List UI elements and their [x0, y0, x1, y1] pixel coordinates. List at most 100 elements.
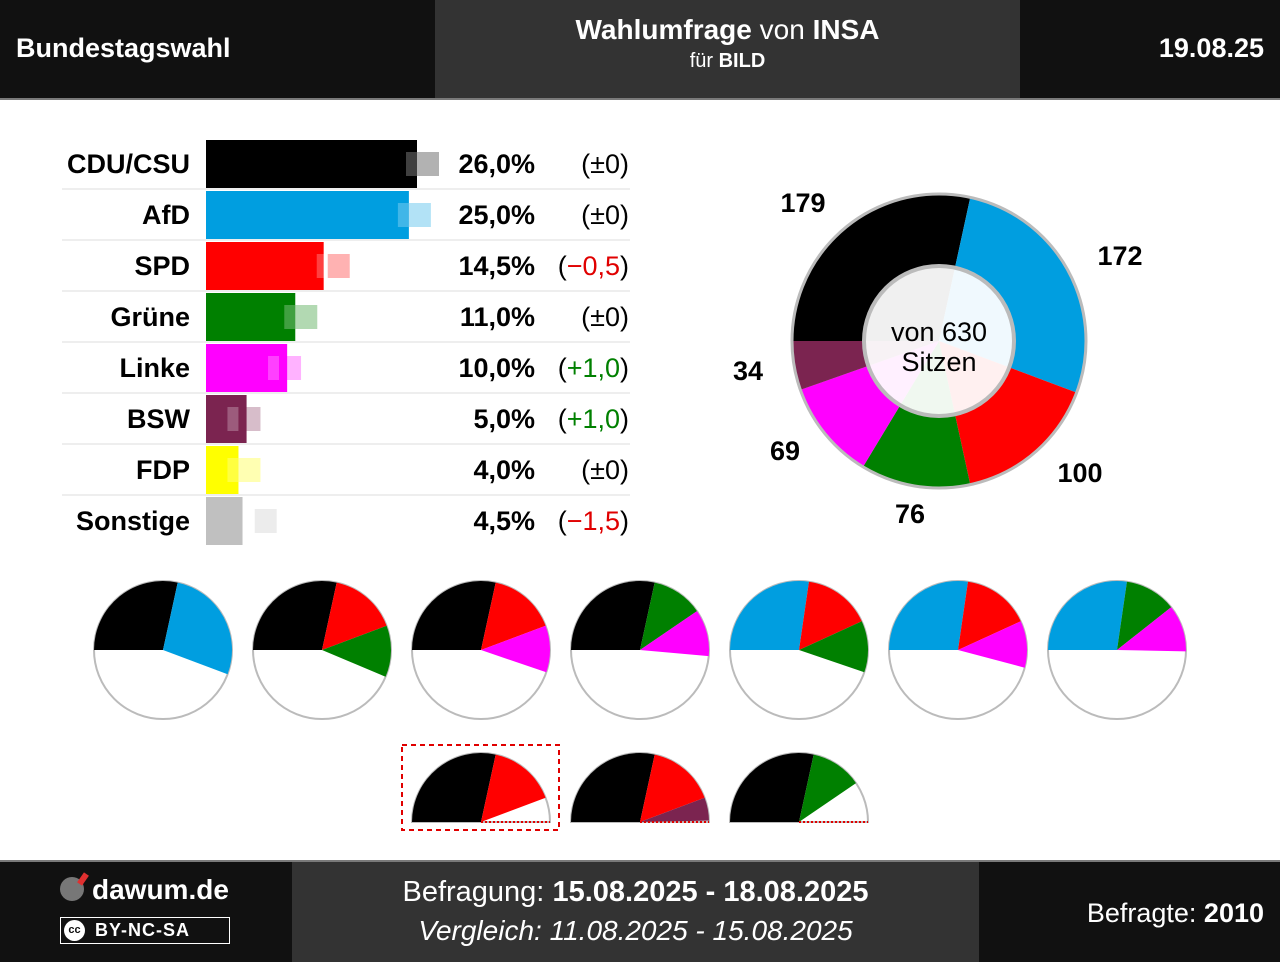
party-label: Grüne	[110, 302, 190, 332]
party-change: (±0)	[581, 302, 629, 332]
poll-title-word: Wahlumfrage	[575, 14, 752, 45]
coalition-slice	[730, 581, 809, 650]
coalition-slice	[799, 754, 857, 822]
coalition-slice	[640, 582, 698, 650]
previous-value-marker-inner	[284, 305, 296, 329]
coalition-slice	[889, 581, 968, 650]
previous-value-marker	[238, 458, 261, 482]
coalition-slice	[412, 581, 496, 650]
coalition-slice	[799, 621, 868, 673]
coalition-slice	[730, 753, 814, 822]
party-percent: 4,5%	[473, 506, 535, 536]
previous-value-marker-inner	[243, 509, 255, 533]
party-change: (±0)	[581, 149, 629, 179]
coalition-slice	[322, 625, 392, 677]
coalition-slice	[481, 582, 546, 650]
coalition-slice	[640, 797, 709, 822]
coalition-slice	[571, 753, 655, 822]
party-bar	[206, 395, 247, 443]
previous-value-marker	[279, 356, 302, 380]
previous-value-marker	[254, 509, 277, 533]
compare-period-line: Vergleich: 11.08.2025 - 15.08.2025	[292, 915, 979, 947]
survey-period-line: Befragung: 15.08.2025 - 18.08.2025	[292, 876, 979, 909]
seat-count-label: 76	[895, 499, 925, 529]
poll-client: für BILD	[435, 50, 1020, 73]
previous-value-marker	[238, 407, 261, 431]
coalition-highlight-box	[401, 744, 560, 831]
respondents-count: 2010	[1203, 898, 1264, 928]
coalition-slice	[1048, 581, 1127, 650]
party-label: CDU/CSU	[67, 149, 190, 179]
poll-title-panel: Wahlumfrage von INSA für BILD	[435, 0, 1020, 98]
previous-value-marker-inner	[227, 407, 239, 431]
previous-value-marker-inner	[406, 152, 417, 176]
institute-name: INSA	[812, 14, 880, 45]
party-percent: 4,0%	[473, 455, 535, 485]
party-bar	[206, 140, 417, 188]
party-change: (±0)	[581, 455, 629, 485]
survey-info-panel: Befragung: 15.08.2025 - 18.08.2025 Vergl…	[292, 862, 979, 962]
brand: dawum.de	[60, 874, 229, 906]
party-percent: 25,0%	[458, 200, 535, 230]
seat-count-label: 34	[733, 356, 763, 386]
previous-value-marker	[417, 152, 439, 176]
creative-commons-icon: cc	[64, 920, 85, 941]
poll-title: Wahlumfrage von INSA	[435, 14, 1020, 46]
coalition-slice	[1117, 607, 1186, 652]
coalition-slice	[958, 581, 1021, 650]
coalition-slice	[958, 621, 1027, 668]
survey-label: Befragung:	[402, 876, 545, 908]
previous-value-marker-inner	[227, 458, 239, 482]
party-change: (±0)	[581, 200, 629, 230]
coalition-slice	[1117, 581, 1172, 650]
compare-period: 11.08.2025 - 15.08.2025	[549, 915, 853, 946]
footer-bar: dawum.de cc BY-NC-SA Befragung: 15.08.20…	[0, 860, 1280, 962]
previous-value-marker	[295, 305, 318, 329]
coalition-slice	[163, 582, 232, 675]
coalition-slice	[571, 581, 655, 650]
party-label: Sonstige	[76, 506, 190, 536]
seat-donut-center	[862, 264, 1016, 418]
party-change: (+1,0)	[558, 404, 629, 434]
party-bar	[206, 446, 239, 494]
seat-donut-outline	[790, 192, 1088, 490]
seat-count-label: 69	[770, 436, 800, 466]
party-percent: 26,0%	[458, 149, 535, 179]
chart-area: CDU/CSU 26,0% (±0) AfD 25,0% (±0) SPD 14,5% (−0,…	[62, 140, 1187, 831]
respondents: Befragte: 2010	[1087, 898, 1264, 929]
coalition-slice	[640, 611, 709, 657]
party-percent: 10,0%	[458, 353, 535, 383]
party-label: BSW	[127, 404, 191, 434]
previous-value-marker-inner	[268, 356, 280, 380]
coalition-slice	[799, 581, 862, 650]
party-change: (−0,5)	[558, 251, 629, 281]
coalition-slice	[412, 753, 496, 822]
party-bar	[206, 344, 288, 392]
party-percent: 11,0%	[460, 302, 535, 332]
brand-name: dawum.de	[92, 874, 229, 905]
party-percent: 14,5%	[458, 251, 535, 281]
party-percent: 5,0%	[473, 404, 535, 434]
party-bar	[206, 242, 324, 290]
license-badge: cc BY-NC-SA	[60, 917, 230, 944]
party-change: (−1,5)	[558, 506, 629, 536]
previous-value-marker-inner	[397, 203, 409, 227]
party-label: FDP	[136, 455, 190, 485]
coalition-slice	[481, 754, 546, 822]
dawum-logo-icon	[60, 877, 84, 901]
party-label: Linke	[119, 353, 190, 383]
coalition-slice	[253, 581, 337, 650]
client-prefix: für	[689, 50, 714, 72]
poll-date: 19.08.25	[1158, 33, 1264, 63]
previous-value-marker-inner	[316, 254, 328, 278]
header-bar: Bundestagswahl Wahlumfrage von INSA für …	[0, 0, 1280, 100]
election-title: Bundestagswahl	[16, 33, 231, 63]
coalition-slice	[640, 754, 705, 822]
seat-count-label: 172	[1097, 241, 1142, 271]
previous-value-marker	[408, 203, 431, 227]
coalition-slice	[481, 625, 550, 673]
party-bar	[206, 293, 296, 341]
party-label: SPD	[134, 251, 190, 281]
previous-value-marker	[327, 254, 350, 278]
poll-title-von: von	[759, 14, 805, 45]
